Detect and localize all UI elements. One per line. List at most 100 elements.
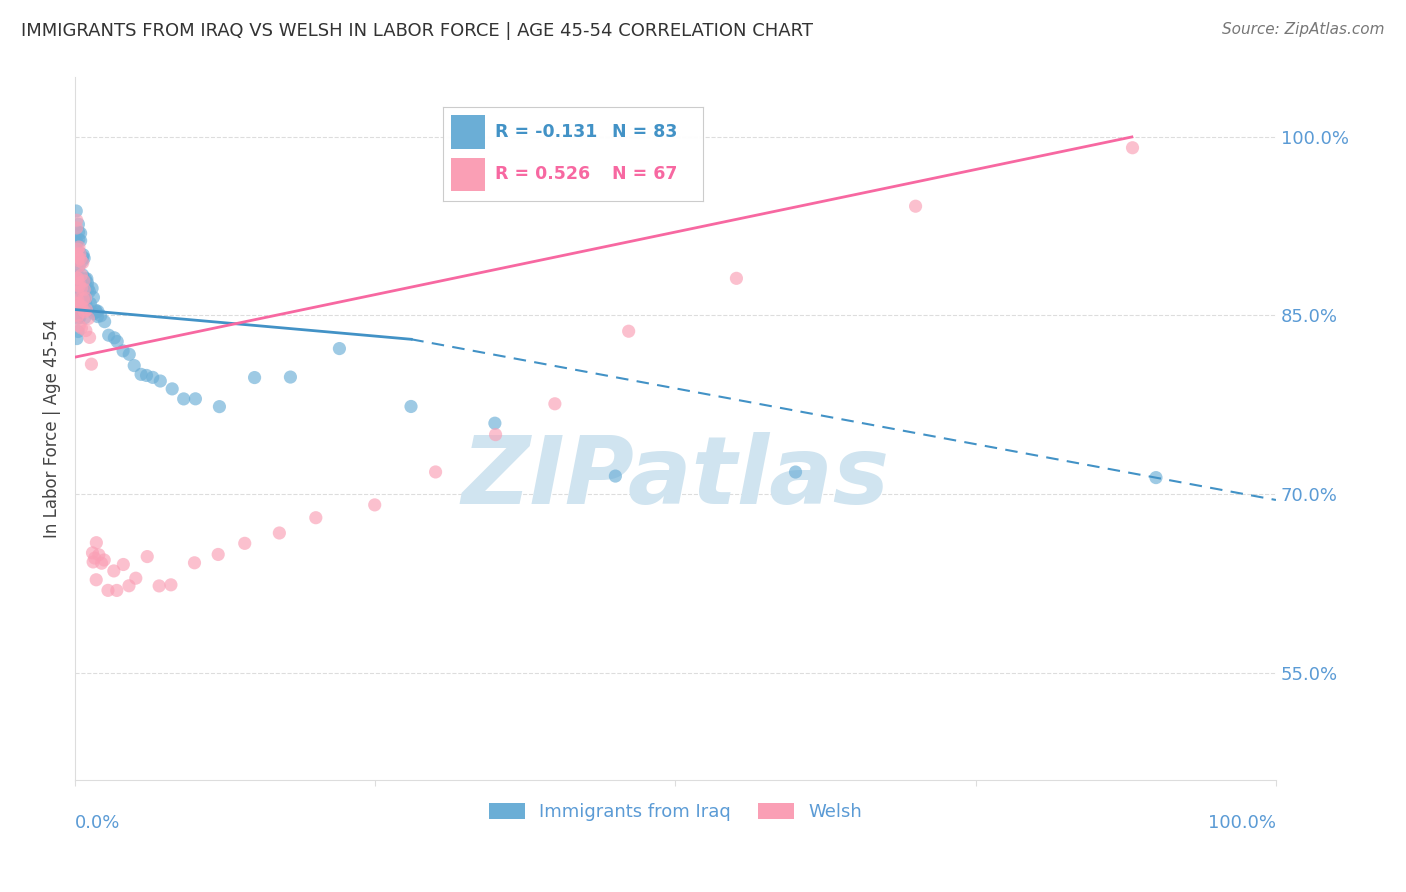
Point <box>184 392 207 406</box>
Point <box>67 250 90 264</box>
Point <box>67 225 90 239</box>
Point <box>173 392 195 406</box>
Point <box>544 397 567 411</box>
Point <box>67 291 90 305</box>
Point <box>328 342 350 356</box>
Text: ZIPatlas: ZIPatlas <box>461 432 890 524</box>
Point <box>90 556 112 570</box>
Point <box>69 252 91 266</box>
Point <box>207 548 229 562</box>
Point <box>82 281 104 295</box>
Point <box>63 296 86 310</box>
Point <box>72 294 94 309</box>
Point <box>160 382 183 396</box>
Text: 0.0%: 0.0% <box>75 814 121 832</box>
Point <box>67 260 90 274</box>
Point <box>66 250 89 264</box>
Point <box>65 247 87 261</box>
Point <box>105 583 128 598</box>
Point <box>67 217 90 231</box>
Point <box>135 368 157 383</box>
Point <box>66 285 89 300</box>
Point <box>69 285 91 299</box>
Point <box>66 293 89 307</box>
Y-axis label: In Labor Force | Age 45-54: In Labor Force | Age 45-54 <box>44 319 60 538</box>
Point <box>725 271 748 285</box>
Point <box>77 311 100 326</box>
Point <box>136 549 159 564</box>
Point <box>112 558 135 572</box>
Point <box>82 546 104 560</box>
Point <box>72 248 94 262</box>
Point <box>66 253 89 268</box>
Point <box>76 272 98 286</box>
Point <box>84 305 107 319</box>
Point <box>70 281 93 295</box>
Point <box>86 535 108 549</box>
Point <box>67 276 90 290</box>
Point <box>149 374 172 388</box>
Point <box>617 324 640 338</box>
Point <box>118 579 141 593</box>
Point <box>75 295 97 310</box>
Point <box>65 204 87 219</box>
Legend: Immigrants from Iraq, Welsh: Immigrants from Iraq, Welsh <box>479 794 872 830</box>
Point <box>67 240 90 254</box>
Point <box>425 465 447 479</box>
Point <box>63 279 86 293</box>
Point <box>80 357 103 371</box>
Point <box>86 310 108 324</box>
Point <box>66 300 89 314</box>
Point <box>160 578 183 592</box>
Point <box>69 226 91 240</box>
Point <box>66 221 89 235</box>
Point <box>183 556 205 570</box>
Point <box>73 282 96 296</box>
Point <box>67 283 90 297</box>
Point <box>1144 470 1167 484</box>
Point <box>82 290 104 304</box>
Point <box>79 296 101 310</box>
Point <box>484 427 506 442</box>
Point <box>65 253 87 268</box>
Point <box>65 270 87 285</box>
Point <box>83 307 105 321</box>
Point <box>66 242 89 256</box>
Point <box>269 526 291 541</box>
Point <box>73 251 96 265</box>
Point <box>70 277 93 292</box>
Point <box>66 305 89 319</box>
Bar <box>451 158 485 191</box>
Text: IMMIGRANTS FROM IRAQ VS WELSH IN LABOR FORCE | AGE 45-54 CORRELATION CHART: IMMIGRANTS FROM IRAQ VS WELSH IN LABOR F… <box>21 22 813 40</box>
Point <box>69 252 91 266</box>
Point <box>69 247 91 261</box>
Point <box>904 199 927 213</box>
Point <box>67 259 90 273</box>
Point <box>93 315 115 329</box>
Point <box>75 324 97 338</box>
Point <box>785 465 807 479</box>
Point <box>67 318 90 333</box>
Point <box>66 309 89 323</box>
Point <box>69 299 91 313</box>
Point <box>66 268 89 283</box>
Point <box>66 235 89 250</box>
Point <box>66 296 89 310</box>
Point <box>67 281 90 295</box>
Point <box>69 310 91 325</box>
Point <box>118 347 141 361</box>
Point <box>233 536 256 550</box>
Point <box>67 296 90 310</box>
Point <box>364 498 387 512</box>
Point <box>70 268 93 282</box>
Point <box>67 279 90 293</box>
Point <box>69 234 91 248</box>
Point <box>75 291 97 305</box>
Point <box>605 469 627 483</box>
Point <box>112 343 135 358</box>
Point <box>77 281 100 295</box>
Point <box>65 268 87 283</box>
Point <box>70 321 93 335</box>
Point <box>93 553 115 567</box>
Point <box>73 291 96 305</box>
